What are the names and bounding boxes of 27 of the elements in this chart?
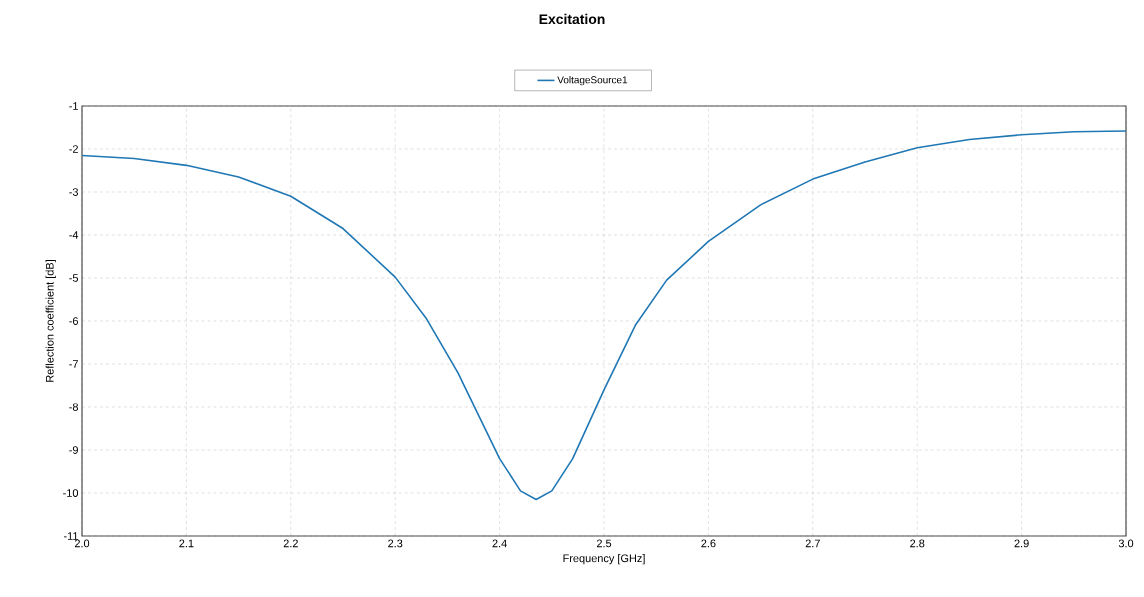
line-series bbox=[82, 130, 1127, 501]
x-tick-label: 2.9 bbox=[1014, 539, 1029, 548]
x-tick-label: 2.6 bbox=[701, 539, 716, 548]
y-tick-label: -5 bbox=[69, 274, 79, 282]
y-tick-label: -2 bbox=[69, 145, 78, 153]
x-axis-title: Frequency [GHz] bbox=[563, 554, 645, 565]
x-tick-label: 2.4 bbox=[492, 539, 507, 548]
y-tick-label: -10 bbox=[63, 489, 79, 497]
x-tick-label: 2.8 bbox=[910, 539, 925, 548]
y-tick-label: -9 bbox=[69, 446, 78, 454]
chart-title: Excitation bbox=[539, 13, 605, 25]
y-tick-label: -1 bbox=[69, 102, 78, 110]
legend-label: VoltageSource1 bbox=[557, 76, 628, 86]
y-tick-label: -8 bbox=[69, 403, 78, 411]
y-tick-label: -11 bbox=[63, 532, 78, 540]
y-tick-label: -3 bbox=[69, 188, 78, 196]
x-tick-label: 2.0 bbox=[74, 539, 90, 548]
y-tick-label: -7 bbox=[69, 360, 78, 368]
x-tick-label: 2.7 bbox=[805, 539, 820, 548]
y-tick-label: -4 bbox=[69, 231, 79, 239]
x-tick-label: 2.1 bbox=[179, 539, 194, 548]
x-tick-label: 2.3 bbox=[388, 539, 403, 548]
x-tick-label: 2.5 bbox=[596, 539, 612, 548]
x-tick-label: 3.0 bbox=[1118, 539, 1134, 548]
x-tick-label: 2.2 bbox=[283, 539, 298, 548]
y-tick-label: -6 bbox=[69, 317, 78, 325]
y-axis-title: Reflection coefficient [dB] bbox=[45, 260, 56, 382]
